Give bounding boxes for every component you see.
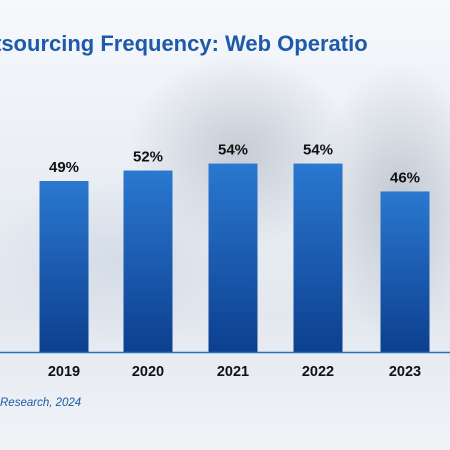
x-tick-label-2021: 2021 (217, 364, 249, 380)
x-tick-label-2020: 2020 (132, 364, 164, 380)
bar-2020 (123, 170, 173, 352)
x-tick-label-2022: 2022 (302, 364, 334, 380)
bar-2021 (208, 163, 258, 352)
chart-title: tsourcing Frequency: Web Operatio (0, 31, 368, 56)
bar-2023 (380, 191, 430, 352)
bar-2019 (39, 181, 89, 352)
x-tick-label-2019: 2019 (48, 364, 80, 380)
data-label-2019: 49% (49, 159, 79, 176)
data-label-2020: 52% (133, 149, 163, 166)
source-footnote: Research, 2024 (0, 397, 82, 409)
data-label-2021: 54% (218, 142, 248, 159)
data-label-2022: 54% (303, 142, 333, 159)
x-tick-label-2023: 2023 (389, 364, 421, 380)
bar-2022 (293, 163, 343, 352)
data-label-2023: 46% (390, 169, 420, 186)
